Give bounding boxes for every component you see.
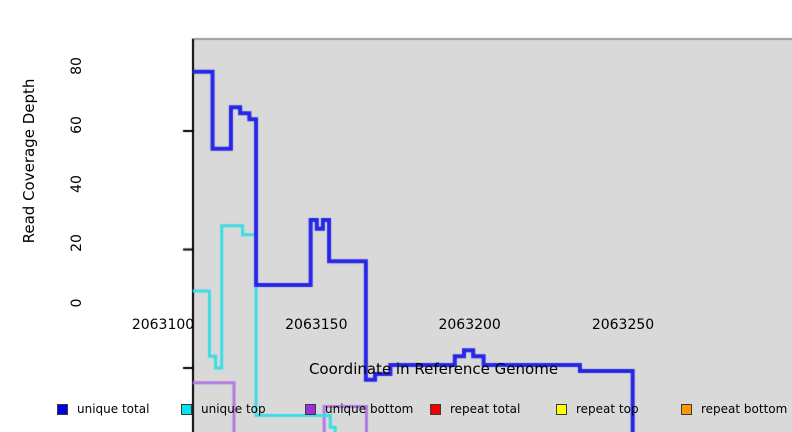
- x-tick-label: 2063250: [591, 317, 655, 333]
- y-axis-title: Read Coverage Depth: [20, 78, 38, 244]
- y-tick-label: 80: [69, 56, 85, 75]
- y-tick-label: 0: [69, 298, 85, 307]
- y-tick-label: 40: [69, 175, 85, 193]
- y-tick-label: 20: [69, 234, 85, 253]
- x-tick-label: 2063100: [131, 317, 195, 333]
- y-tick-label: 60: [69, 115, 85, 134]
- x-axis-title: Coordinate in Reference Genome: [308, 360, 559, 378]
- x-tick-label: 2063200: [438, 317, 501, 333]
- x-tick-label: 2063150: [285, 317, 348, 333]
